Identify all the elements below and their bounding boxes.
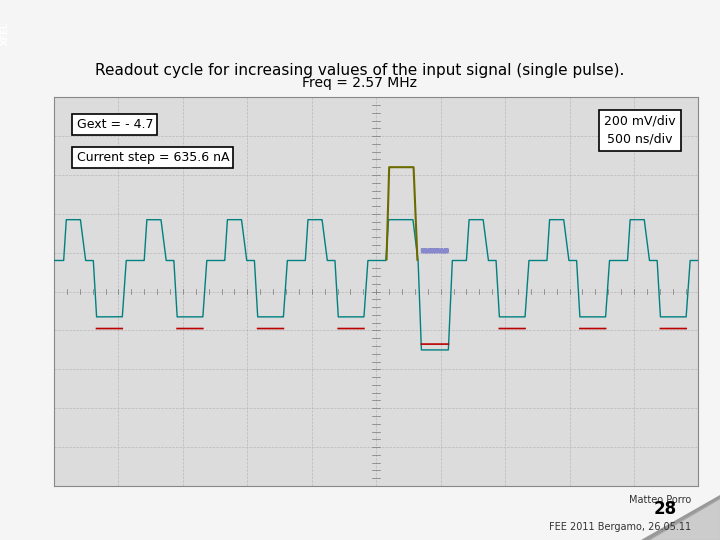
Text: XFEL: XFEL — [1, 22, 10, 45]
Text: Readout cycle for increasing values of the input signal (single pulse).: Readout cycle for increasing values of t… — [95, 63, 625, 78]
Text: 200 mV/div
500 ns/div: 200 mV/div 500 ns/div — [604, 114, 676, 146]
Text: Freq = 2.57 MHz: Freq = 2.57 MHz — [302, 76, 418, 90]
Polygon shape — [641, 496, 720, 540]
Text: Matteo Porro: Matteo Porro — [629, 495, 691, 505]
Text: FEE 2011 Bergamo, 26.05.11: FEE 2011 Bergamo, 26.05.11 — [549, 522, 691, 532]
Polygon shape — [648, 498, 720, 540]
Text: 28: 28 — [654, 501, 677, 518]
Text: Current step = 635.6 nA: Current step = 635.6 nA — [76, 151, 229, 164]
Text: Gext = - 4.7: Gext = - 4.7 — [76, 118, 153, 131]
